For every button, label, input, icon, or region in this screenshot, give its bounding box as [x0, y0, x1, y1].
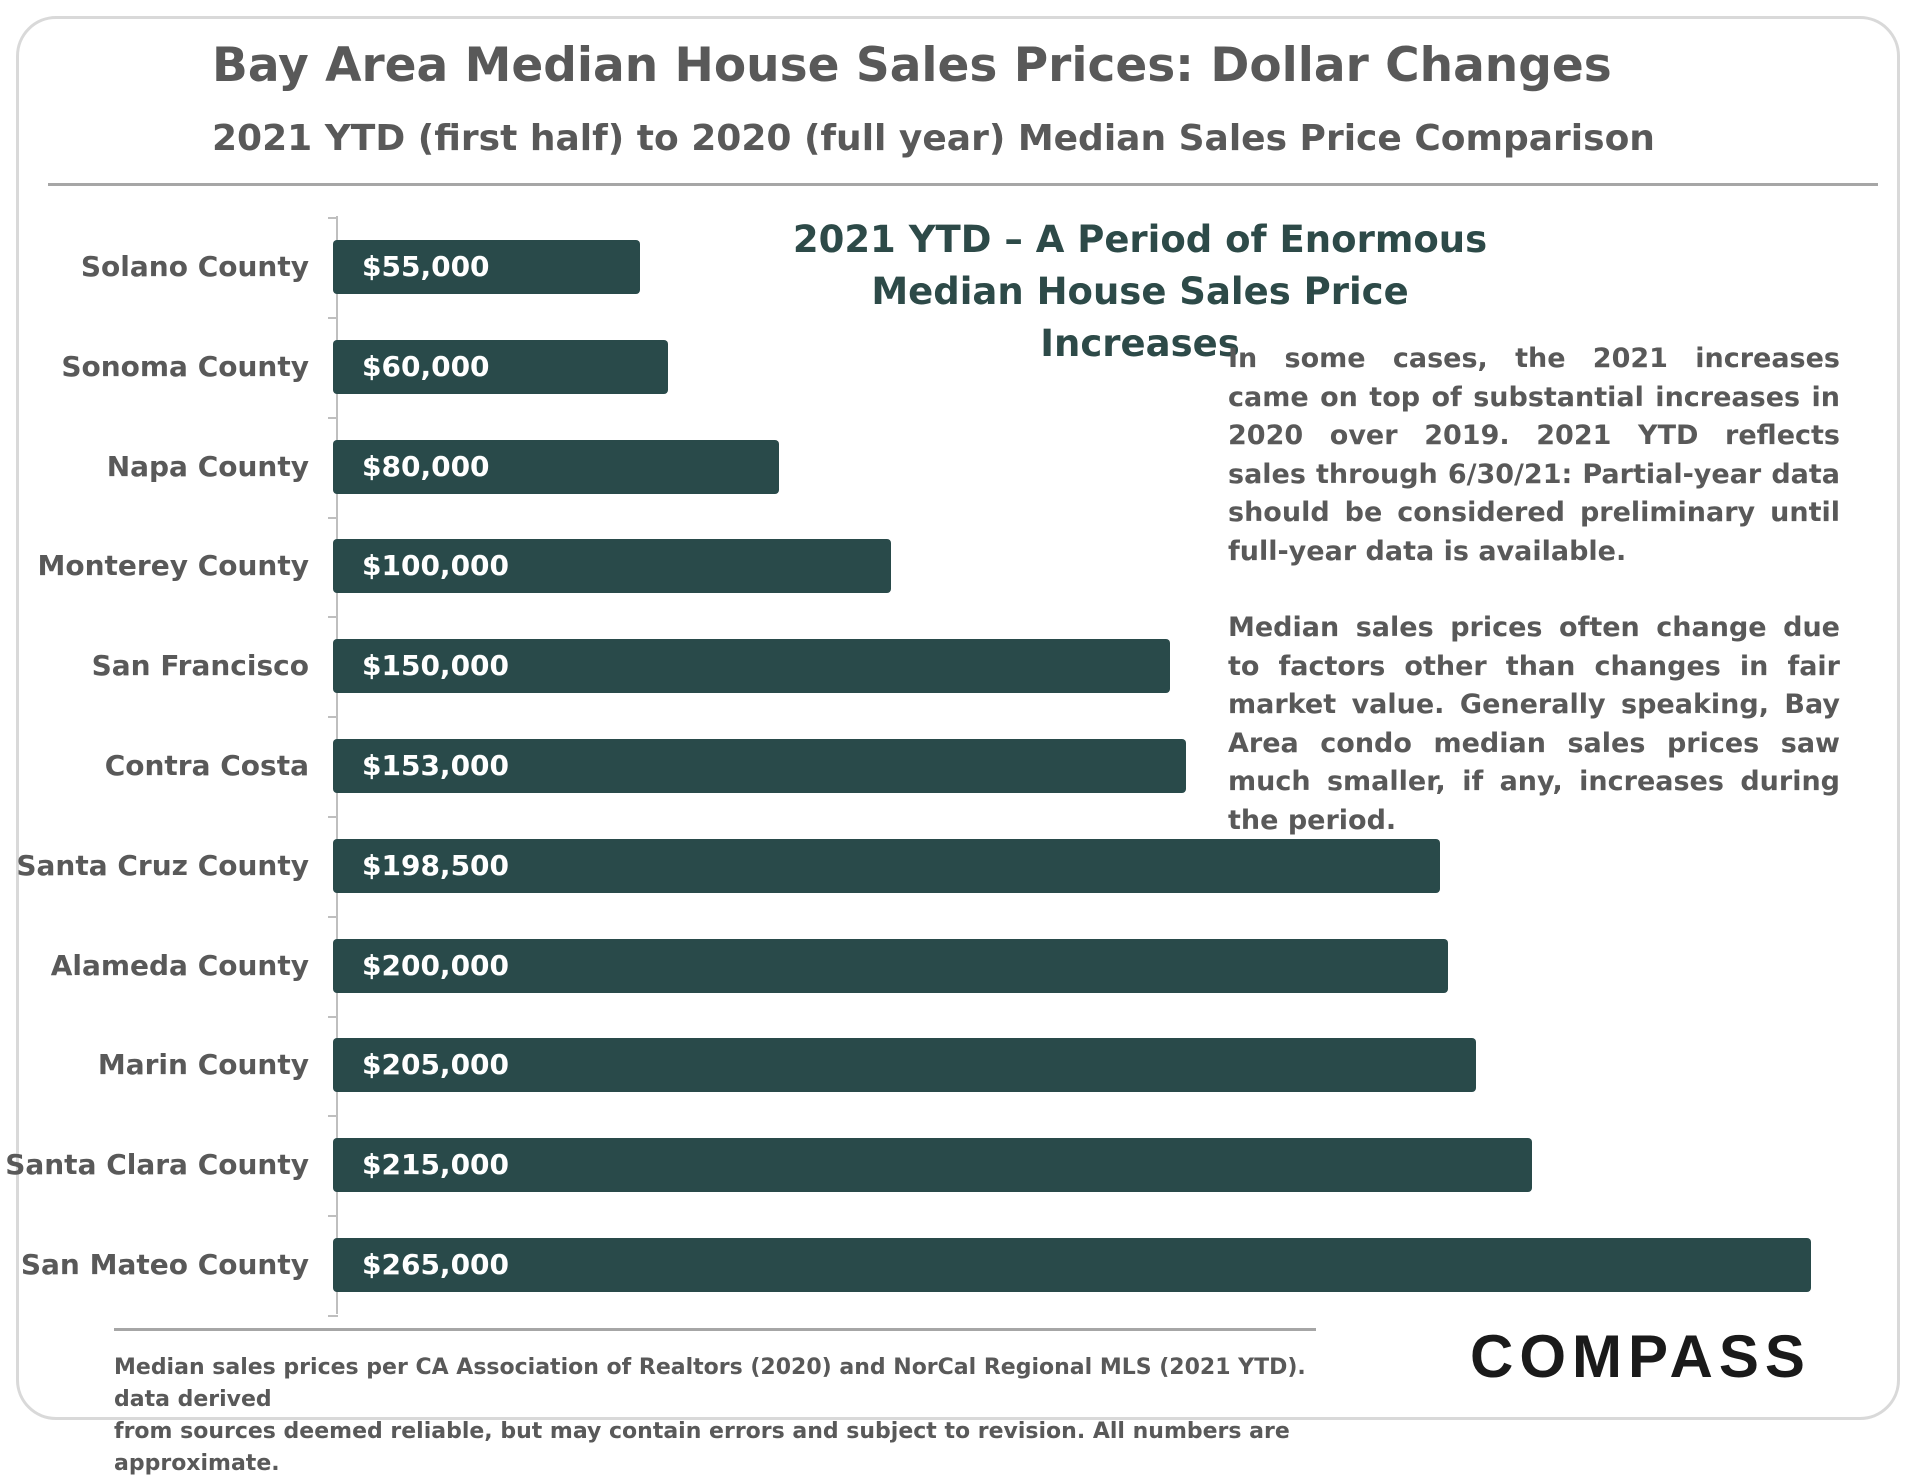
category-label: Marin County	[97, 1048, 309, 1081]
axis-tick	[328, 716, 338, 718]
callout-heading-line1: 2021 YTD – A Period of Enormous	[792, 218, 1488, 261]
source-footnote: Median sales prices per CA Association o…	[114, 1352, 1334, 1480]
axis-tick	[328, 1016, 338, 1018]
bar	[333, 939, 1448, 993]
category-label: Monterey County	[37, 549, 310, 582]
bar	[333, 839, 1440, 893]
chart-subtitle: 2021 YTD (first half) to 2020 (full year…	[212, 118, 1655, 159]
bar-value-label: $60,000	[362, 350, 490, 383]
bar-value-label: $200,000	[362, 949, 510, 982]
category-label: Santa Cruz County	[16, 849, 309, 882]
footnote-line2: from sources deemed reliable, but may co…	[114, 1419, 1290, 1476]
bar	[333, 739, 1186, 793]
bar	[333, 639, 1170, 693]
axis-tick	[328, 1215, 338, 1217]
callout-paragraph-2: Median sales prices often change due to …	[1228, 612, 1840, 836]
bar-value-label: $198,500	[362, 849, 510, 882]
axis-tick	[328, 1115, 338, 1117]
compass-logo: COMPASS	[1470, 1323, 1811, 1390]
bar-value-label: $205,000	[362, 1048, 510, 1081]
header-divider	[48, 183, 1878, 186]
category-label: Alameda County	[50, 949, 309, 982]
axis-tick	[328, 616, 338, 618]
bar-value-label: $55,000	[362, 250, 490, 283]
bar	[333, 539, 891, 593]
footnote-line1: Median sales prices per CA Association o…	[114, 1355, 1306, 1412]
bar	[333, 1138, 1532, 1192]
callout-heading-line2: Median House Sales Price Increases	[871, 270, 1409, 365]
axis-tick	[328, 1315, 338, 1317]
axis-tick	[328, 217, 338, 219]
footer-divider	[114, 1328, 1316, 1331]
bar	[333, 1038, 1476, 1092]
bar-value-label: $215,000	[362, 1148, 510, 1181]
bar-value-label: $80,000	[362, 450, 490, 483]
axis-tick	[328, 317, 338, 319]
bar-value-label: $265,000	[362, 1248, 510, 1281]
axis-tick	[328, 417, 338, 419]
bar	[333, 1238, 1811, 1292]
category-label: San Francisco	[91, 649, 309, 682]
axis-tick	[328, 816, 338, 818]
axis-tick	[328, 916, 338, 918]
axis-tick	[328, 517, 338, 519]
bar	[333, 340, 668, 394]
category-label: Napa County	[106, 450, 309, 483]
bar	[333, 440, 779, 494]
bar-value-label: $150,000	[362, 649, 510, 682]
chart-title: Bay Area Median House Sales Prices: Doll…	[212, 38, 1612, 93]
callout-heading: 2021 YTD – A Period of Enormous Median H…	[780, 214, 1500, 370]
bar	[333, 240, 640, 294]
category-label: San Mateo County	[20, 1248, 309, 1281]
callout-paragraph-1: In some cases, the 2021 increases came o…	[1228, 343, 1840, 567]
category-label: Sonoma County	[61, 350, 309, 383]
bar-value-label: $100,000	[362, 549, 510, 582]
category-label: Santa Clara County	[5, 1148, 309, 1181]
category-label: Contra Costa	[104, 749, 309, 782]
bar-value-label: $153,000	[362, 749, 510, 782]
category-label: Solano County	[80, 250, 309, 283]
